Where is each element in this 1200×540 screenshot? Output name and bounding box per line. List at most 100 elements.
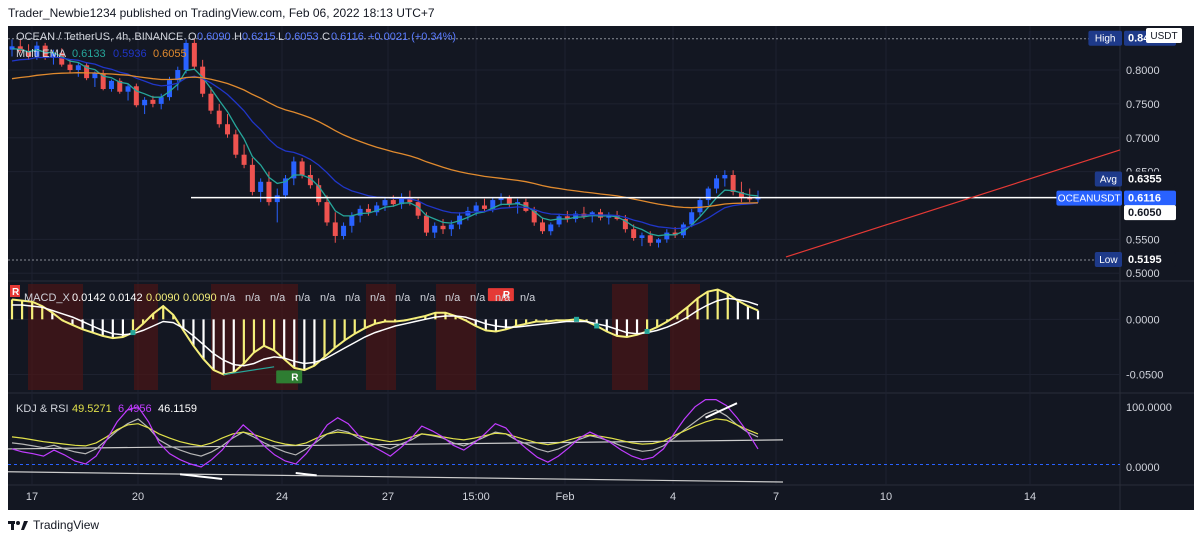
- candle-body: [299, 161, 305, 176]
- candle-body: [175, 70, 181, 81]
- close-key: C: [322, 31, 330, 43]
- ema-slow-line: [11, 72, 759, 209]
- candle-body: [415, 202, 421, 216]
- time-tick-label: 10: [880, 491, 892, 503]
- kdj-tick-label: 100.0000: [1126, 402, 1172, 414]
- candle-body: [722, 175, 728, 179]
- signal-r-badge-bull: [276, 370, 303, 384]
- signal-r-badge-top: [10, 285, 20, 297]
- candle-body: [291, 161, 297, 179]
- rsi-line: [11, 418, 759, 447]
- candle-body: [133, 86, 139, 106]
- candle-body: [67, 64, 73, 71]
- time-tick-label: 14: [1024, 491, 1036, 503]
- candle-body: [473, 205, 479, 211]
- candle-body: [498, 197, 504, 201]
- open-value: 0.6090: [197, 31, 231, 43]
- candle-body: [548, 224, 554, 232]
- candle-body: [241, 154, 247, 165]
- candle-body: [142, 99, 148, 106]
- candle-body: [117, 80, 123, 92]
- candle-body: [166, 80, 172, 98]
- macd-legend-value: 0.0142: [72, 292, 106, 304]
- candle-body: [307, 175, 313, 186]
- publish-info: Trader_Newbie1234 published on TradingVi…: [8, 6, 435, 20]
- divergence-line: [223, 366, 275, 376]
- high-key: H: [234, 31, 242, 43]
- kdj-k-line: [11, 409, 759, 457]
- candle-body: [374, 205, 380, 213]
- candle-body: [714, 178, 720, 189]
- footer-brand[interactable]: TradingView: [8, 516, 99, 534]
- price-badge: [1124, 252, 1176, 268]
- candle-body: [332, 222, 338, 236]
- candle-body: [490, 200, 496, 209]
- macd-line: [11, 288, 759, 376]
- time-tick-label: 20: [132, 491, 144, 503]
- price-tick-label: 0.5500: [1126, 234, 1160, 246]
- ema-value-3: 0.6055: [153, 48, 187, 60]
- macd-bg-zone: [436, 284, 476, 390]
- macd-cross-marker: [594, 323, 600, 329]
- chart-svg[interactable]: RRR 0.80000.75000.70000.65000.55000.5000…: [7, 26, 1194, 510]
- candle-body: [539, 222, 545, 232]
- kdj-value-2: 6.4956: [118, 403, 152, 415]
- chart-background: [8, 26, 1194, 510]
- macd-legend-value: n/a: [470, 292, 486, 304]
- candle-body: [349, 215, 355, 226]
- time-tick-label: 15:00: [462, 491, 490, 503]
- price-tick-label: 0.7000: [1126, 133, 1160, 145]
- candle-body: [689, 212, 695, 225]
- candle-body: [17, 46, 23, 52]
- candle-body: [75, 65, 81, 71]
- time-tick-label: 4: [670, 491, 676, 503]
- macd-legend-value: n/a: [395, 292, 411, 304]
- price-badge-tag-bg: [1094, 252, 1122, 268]
- low-value: 0.6053: [285, 31, 319, 43]
- signal-r-label-top: R: [12, 287, 20, 298]
- candle-body: [283, 178, 289, 196]
- candle-body: [399, 197, 405, 205]
- candle-body: [564, 216, 570, 220]
- change-value: +0.0021 (+0.34%): [368, 31, 456, 43]
- candle-body: [125, 86, 131, 92]
- ema-title: Multi EMA: [16, 48, 67, 60]
- candle-body: [664, 232, 670, 240]
- time-tick-label: 27: [382, 491, 394, 503]
- macd-legend-value: n/a: [370, 292, 386, 304]
- price-badge-value: 0.5195: [1128, 254, 1162, 266]
- brand-name: TradingView: [33, 518, 100, 532]
- kdj-series: [7, 399, 1120, 483]
- candle-body: [672, 232, 678, 236]
- candle-body: [100, 73, 106, 89]
- candle-body: [680, 224, 686, 236]
- price-tick-label: 0.8000: [1126, 65, 1160, 77]
- macd-cross-marker: [130, 330, 136, 336]
- publish-header: Trader_Newbie1234 published on TradingVi…: [8, 6, 435, 20]
- candle-body: [440, 225, 446, 230]
- macd-bg-zone: [134, 284, 158, 390]
- ohlc-legend: OCEAN / TetherUS, 4h, BINANCE O 0.6090 H…: [16, 31, 456, 60]
- candle-body: [92, 73, 98, 79]
- candle-body: [423, 215, 429, 233]
- kdj-title: KDJ & RSI: [16, 403, 69, 415]
- candle-body: [316, 185, 322, 203]
- candle-body: [158, 97, 164, 104]
- candle-body: [233, 134, 239, 155]
- kdj-channel-lower: [7, 471, 784, 483]
- candle-body: [631, 229, 637, 239]
- chart-area[interactable]: RRR 0.80000.75000.70000.65000.55000.5000…: [7, 26, 1194, 510]
- candle-body: [9, 46, 15, 50]
- macd-legend-value: n/a: [270, 292, 286, 304]
- macd-legend-value: n/a: [295, 292, 311, 304]
- candle-body: [730, 175, 736, 192]
- candle-body: [34, 45, 40, 57]
- high-value: 0.6215: [242, 31, 276, 43]
- ema-fast-line: [11, 47, 759, 237]
- macd-legend-value: n/a: [320, 292, 336, 304]
- tradingview-logo-icon: [8, 521, 28, 530]
- candle-body: [357, 208, 363, 216]
- candle-body: [448, 224, 454, 230]
- signal-r-badge-bear: [487, 288, 514, 302]
- price-badge-tag: Low: [1099, 255, 1118, 266]
